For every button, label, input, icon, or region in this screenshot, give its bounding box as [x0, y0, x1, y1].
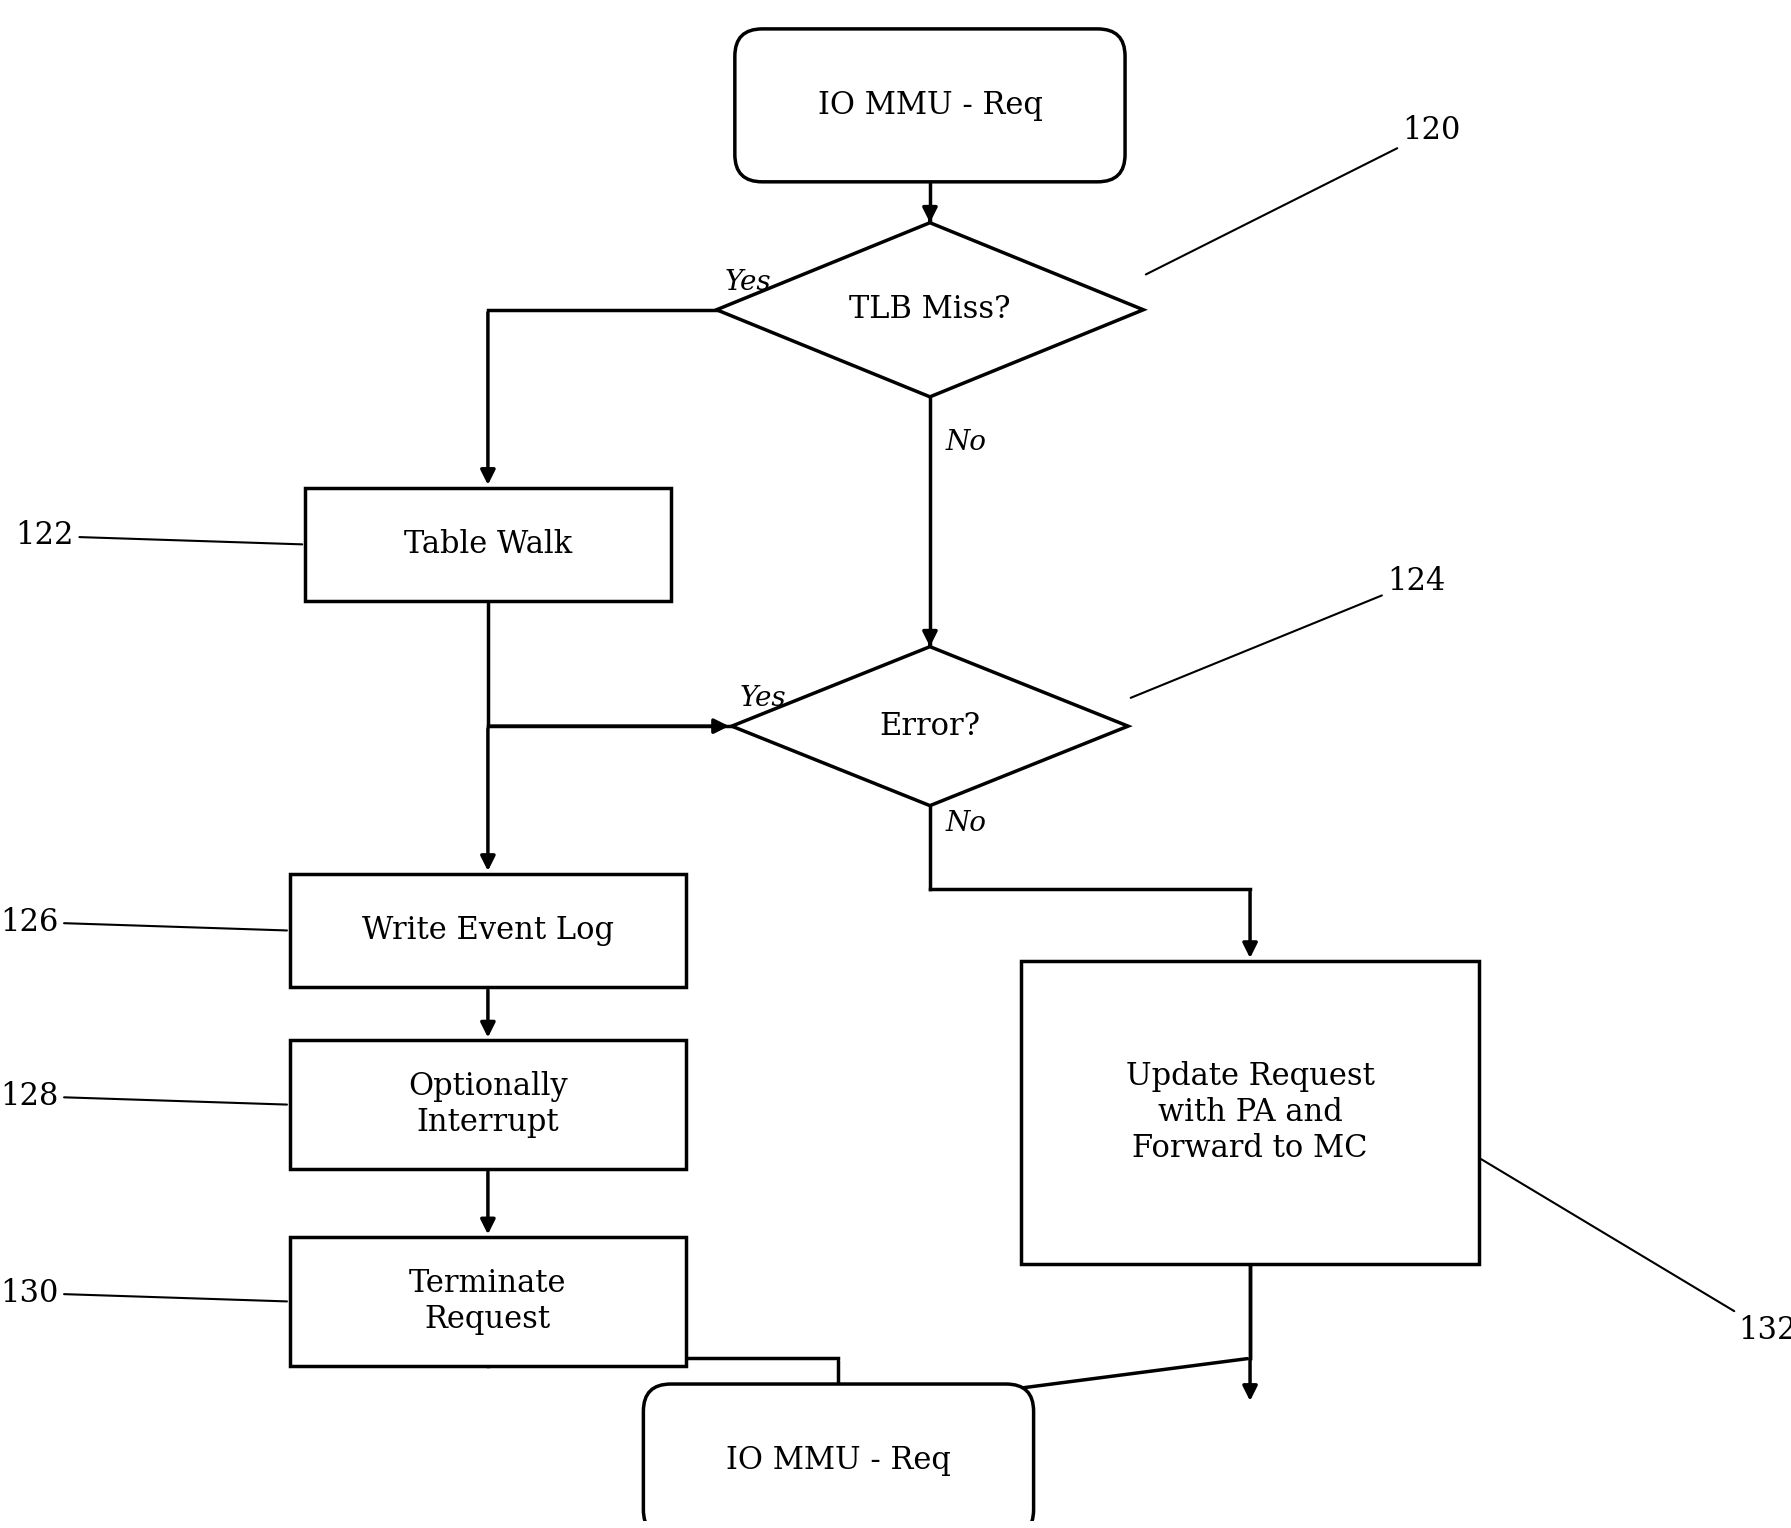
- Text: TLB Miss?: TLB Miss?: [849, 295, 1010, 325]
- Text: No: No: [946, 810, 987, 837]
- Text: Write Event Log: Write Event Log: [362, 915, 614, 946]
- Text: Terminate
Request: Terminate Request: [408, 1268, 566, 1335]
- FancyBboxPatch shape: [734, 29, 1125, 182]
- Text: 124: 124: [1130, 565, 1445, 698]
- Polygon shape: [716, 223, 1143, 397]
- Text: 128: 128: [0, 1080, 287, 1112]
- FancyBboxPatch shape: [643, 1384, 1033, 1528]
- Bar: [304, 487, 672, 601]
- Text: 126: 126: [0, 906, 287, 938]
- Text: No: No: [946, 429, 987, 455]
- Text: Optionally
Interrupt: Optionally Interrupt: [408, 1071, 568, 1138]
- Text: 132: 132: [1481, 1160, 1791, 1346]
- Bar: [1021, 961, 1479, 1264]
- Text: Table Walk: Table Walk: [403, 529, 571, 559]
- Text: Yes: Yes: [724, 269, 770, 296]
- Text: Update Request
with PA and
Forward to MC: Update Request with PA and Forward to MC: [1125, 1060, 1374, 1163]
- Text: Error?: Error?: [879, 711, 980, 741]
- Text: 130: 130: [0, 1277, 287, 1308]
- Text: Yes: Yes: [740, 686, 786, 712]
- Bar: [290, 1041, 686, 1169]
- Text: IO MMU - Req: IO MMU - Req: [725, 1445, 951, 1476]
- Polygon shape: [733, 646, 1128, 805]
- Bar: [290, 1238, 686, 1366]
- Text: 122: 122: [16, 521, 303, 552]
- Text: IO MMU - Req: IO MMU - Req: [817, 90, 1042, 121]
- Text: 120: 120: [1146, 116, 1461, 275]
- Bar: [290, 874, 686, 987]
